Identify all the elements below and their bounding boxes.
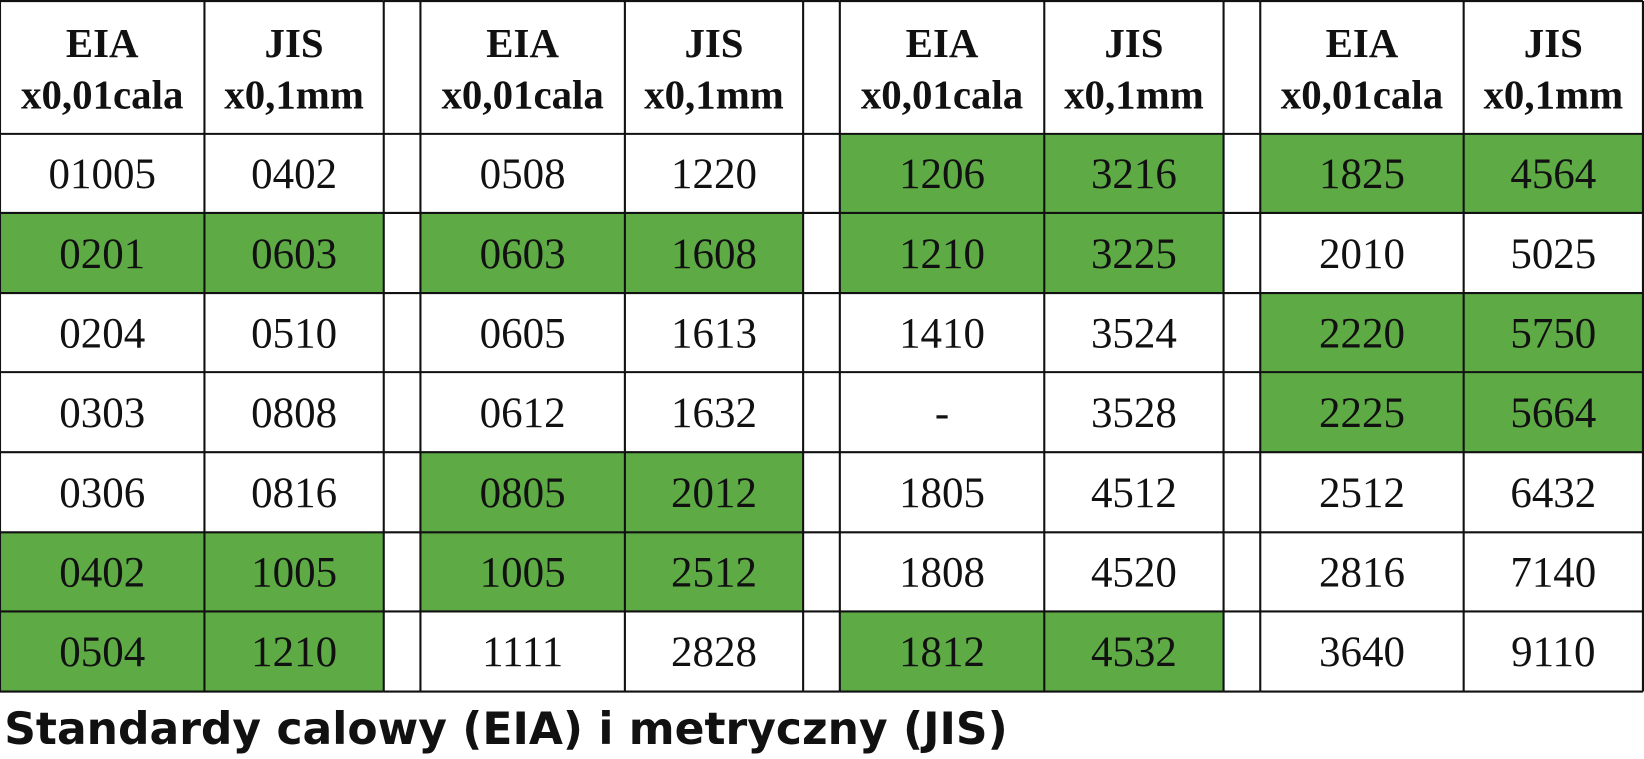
cell-text: 0510 [251, 310, 337, 357]
cell-text: 1812 [899, 629, 985, 676]
cell-text: 1825 [1319, 151, 1405, 198]
header-line: x0,1mm [644, 71, 784, 117]
cell-text: 9110 [1511, 629, 1595, 676]
header-line: EIA [486, 20, 559, 66]
cell-text: 3225 [1091, 231, 1177, 278]
cell-text: 1613 [671, 310, 757, 357]
cell-text: 0402 [59, 550, 145, 597]
cell-text: 0612 [480, 390, 566, 437]
highlight-cell [0, 532, 384, 612]
cell-text: 2225 [1319, 390, 1405, 437]
cell-text: 1808 [899, 550, 985, 597]
cell-text: 0805 [480, 470, 566, 517]
highlight-cell [420, 452, 804, 533]
cell-text: 4512 [1091, 470, 1177, 517]
highlight-cell [0, 212, 384, 294]
header-line: EIA [1326, 20, 1399, 66]
highlight-cell [839, 212, 1224, 294]
header-line: EIA [66, 20, 139, 66]
cell-text: 01005 [49, 151, 156, 198]
cell-text: 5664 [1510, 390, 1596, 437]
header-line: JIS [265, 20, 324, 66]
cell-text: 0816 [251, 470, 337, 517]
cell-text: 0306 [59, 470, 145, 517]
header-line: JIS [1104, 20, 1163, 66]
cell-text: 1805 [899, 470, 985, 517]
cell-text: 2512 [671, 550, 757, 597]
header-line: x0,1mm [224, 71, 364, 117]
cell-text: 3524 [1091, 310, 1177, 357]
cell-text: 0504 [59, 629, 145, 676]
cell-text: 2816 [1319, 550, 1405, 597]
header-line: x0,01cala [861, 71, 1023, 117]
cell-text: 0603 [251, 231, 337, 278]
highlight-cell [839, 611, 1224, 692]
highlight-cell [1260, 133, 1643, 213]
cell-text: 2010 [1319, 231, 1405, 278]
cell-text: 1410 [899, 310, 985, 357]
cell-text: 3528 [1091, 390, 1177, 437]
cell-text: 5750 [1510, 310, 1596, 357]
cell-text: 2828 [671, 629, 757, 676]
cell-text: 0402 [251, 151, 337, 198]
cell-text: 1210 [251, 629, 337, 676]
cell-text: 0603 [480, 231, 566, 278]
cell-text: 2220 [1319, 310, 1405, 357]
cell-text: 7140 [1510, 550, 1596, 597]
header-line: JIS [1524, 20, 1583, 66]
cell-text: 1005 [251, 550, 337, 597]
header-line: x0,01cala [1281, 71, 1443, 117]
cell-text: 5025 [1510, 231, 1596, 278]
cell-text: 4564 [1510, 151, 1596, 198]
highlight-cell [1260, 293, 1643, 373]
highlight-cell [420, 532, 804, 612]
header-line: JIS [684, 20, 743, 66]
highlight-cell [0, 611, 384, 692]
highlight-cell [420, 212, 804, 294]
cell-text: 6432 [1510, 470, 1596, 517]
highlight-cell [1260, 372, 1643, 453]
cell-text: 1608 [671, 231, 757, 278]
cell-text: - [935, 390, 949, 437]
cell-text: 0303 [59, 390, 145, 437]
cell-text: 1220 [671, 151, 757, 198]
cell-text: 1111 [482, 629, 563, 676]
cell-text: 0605 [480, 310, 566, 357]
highlight-cell [839, 133, 1224, 213]
cell-text: 1005 [480, 550, 566, 597]
header-line: x0,1mm [1483, 71, 1623, 117]
caption: Standardy calowy (EIA) i metryczny (JIS) [4, 704, 1008, 755]
cell-text: 4532 [1091, 629, 1177, 676]
cell-text: 3216 [1091, 151, 1177, 198]
cell-text: 0508 [480, 151, 566, 198]
cell-text: 4520 [1091, 550, 1177, 597]
header-line: EIA [906, 20, 979, 66]
cell-text: 1206 [899, 151, 985, 198]
cell-text: 1210 [899, 231, 985, 278]
cell-text: 0201 [59, 231, 145, 278]
cell-text: 0204 [59, 310, 145, 357]
cell-text: 1632 [671, 390, 757, 437]
header-line: x0,01cala [21, 71, 183, 117]
header-line: x0,01cala [441, 71, 603, 117]
cell-text: 0808 [251, 390, 337, 437]
cell-text: 2012 [671, 470, 757, 517]
cell-text: 3640 [1319, 629, 1405, 676]
cell-text: 2512 [1319, 470, 1405, 517]
header-line: x0,1mm [1064, 71, 1204, 117]
